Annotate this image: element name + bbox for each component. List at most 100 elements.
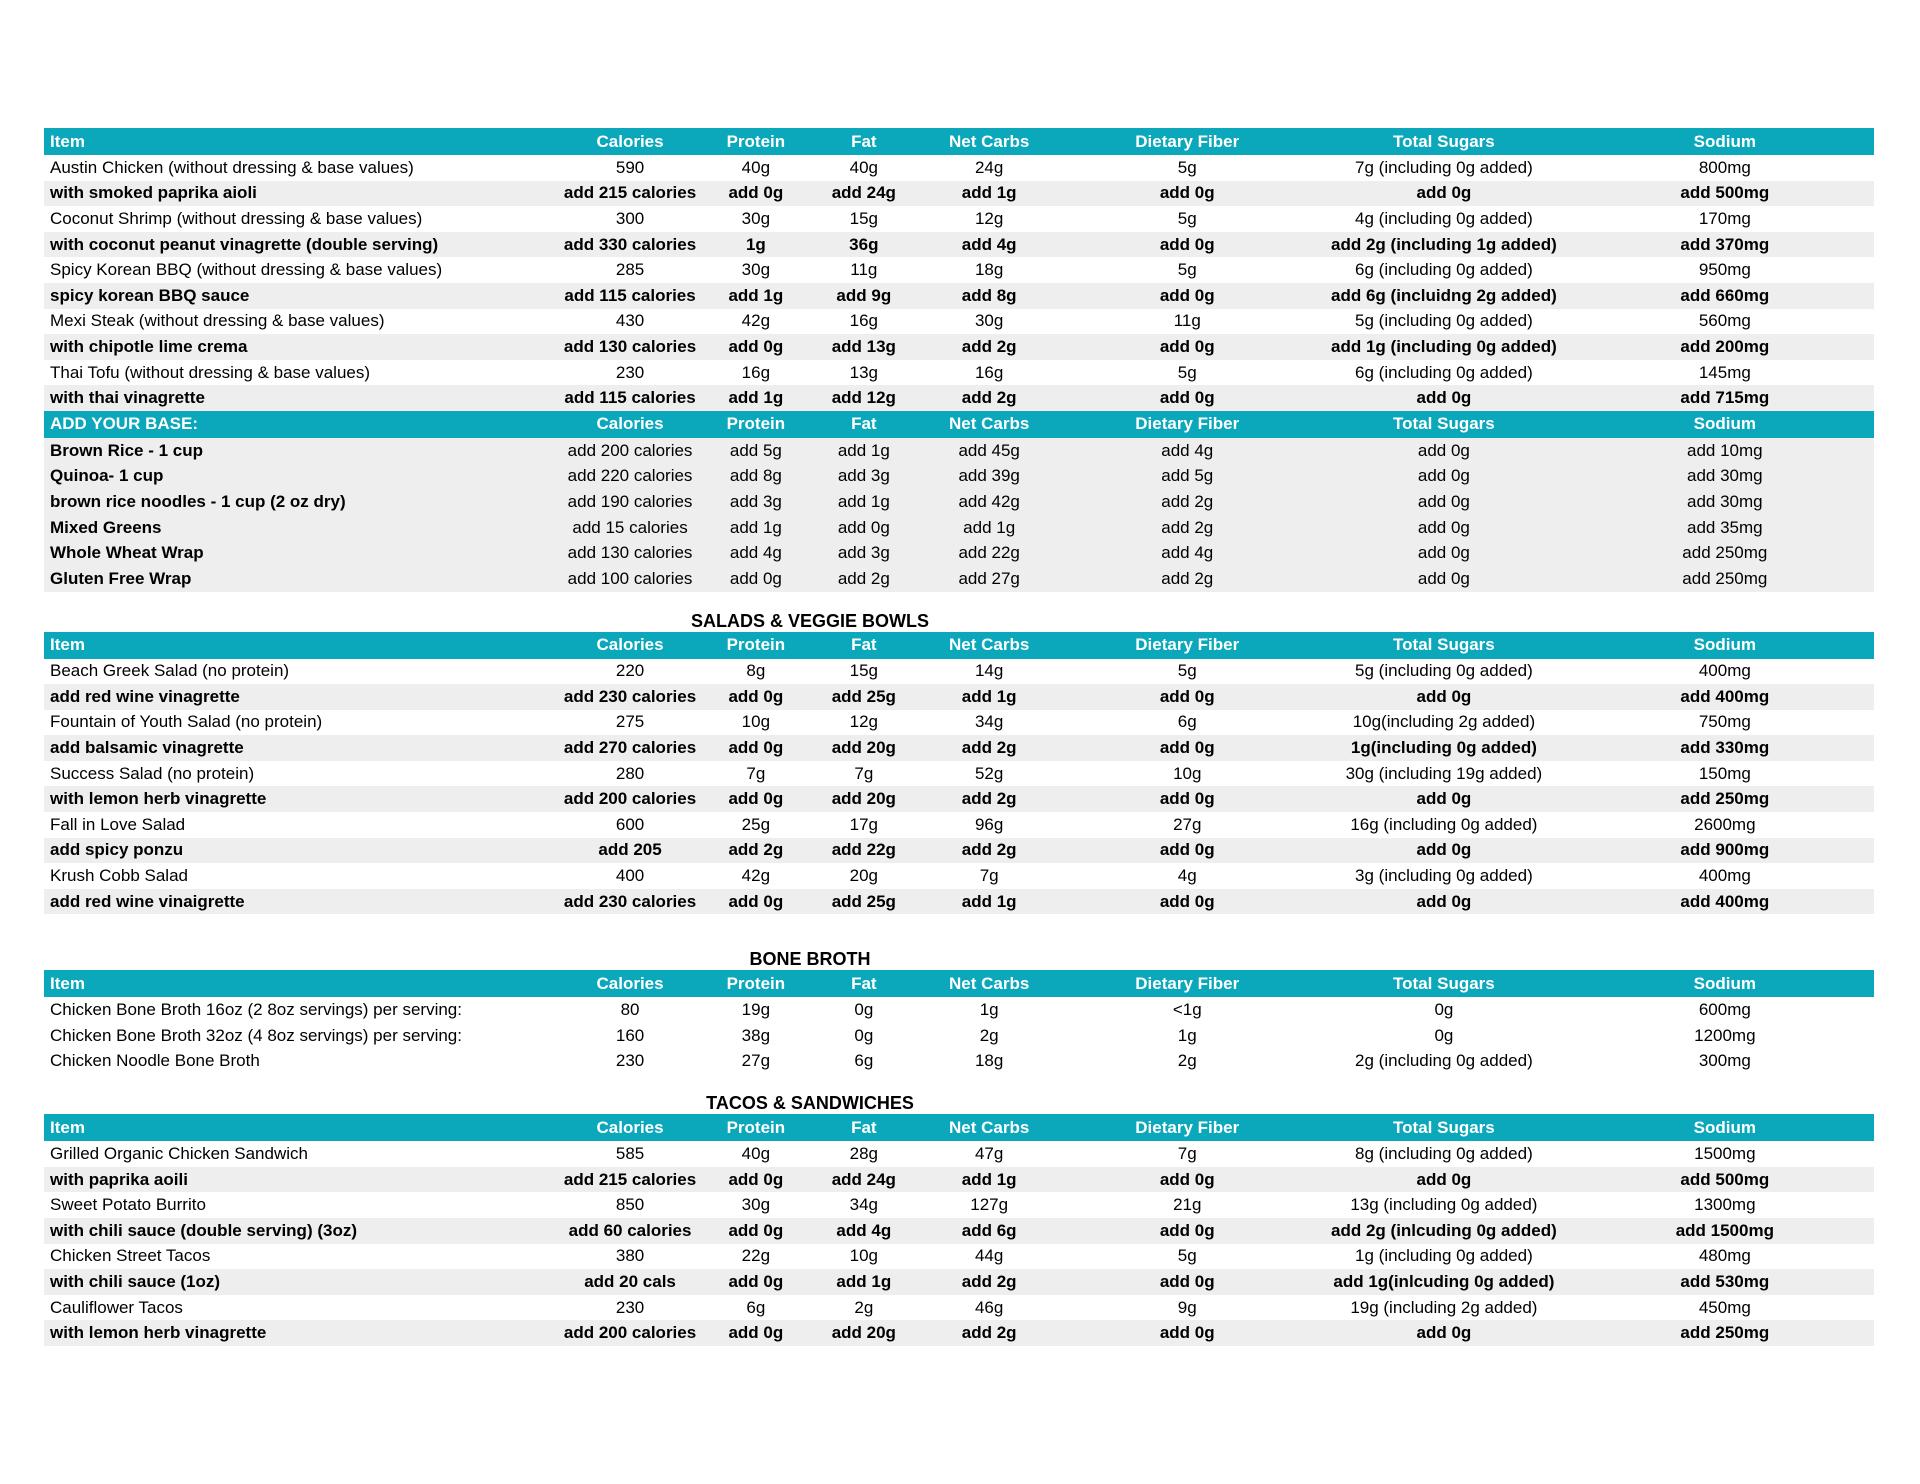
cell-calories: add 270 calories <box>560 735 701 761</box>
section-tacos-sandwiches: TACOS & SANDWICHES Item Calories Protein Fa… <box>44 1092 1874 1346</box>
cell-sodium: add 500mg <box>1575 1166 1874 1193</box>
cell-protein: add 3g <box>700 489 812 515</box>
cell-protein: 1g <box>700 231 812 258</box>
column-header-net-carbs: Net Carbs <box>915 410 1063 438</box>
column-header-item: Item <box>44 128 561 155</box>
cell-calories: add 205 <box>560 837 701 864</box>
cell-fat: 15g <box>849 661 878 681</box>
cell-item: with lemon herb vinagrette <box>44 786 561 813</box>
table-row: add red wine vinaigrette add 230 calories… <box>44 888 1874 915</box>
cell-calories: 160 <box>615 1025 645 1045</box>
cell-fat: add 12g <box>811 385 916 411</box>
cell-protein: add 0g <box>700 786 812 813</box>
cell-calories: 230 <box>615 1051 645 1071</box>
cell-fat: 2g <box>854 1297 874 1317</box>
column-header-dietary-fiber: Dietary Fiber <box>1062 970 1313 998</box>
table-row: with thai vinagrette add 115 calories add … <box>44 385 1874 411</box>
cell-net-carbs: add 1g <box>915 684 1063 710</box>
cell-dietary-fiber: 7g <box>1177 1144 1197 1164</box>
cell-net-carbs: 96g <box>974 814 1004 834</box>
cell-fat: 7g <box>854 763 874 783</box>
cell-sodium: 800mg <box>1698 157 1751 177</box>
cell-protein: add 4g <box>700 540 812 566</box>
cell-protein: add 5g <box>700 437 812 464</box>
cell-dietary-fiber: add 0g <box>1062 786 1313 813</box>
cell-item: Chicken Bone Broth 16oz (2 8oz servings)… <box>50 1000 462 1020</box>
cell-net-carbs: 34g <box>974 712 1004 732</box>
cell-item: Gluten Free Wrap <box>44 565 561 592</box>
cell-item: Thai Tofu (without dressing & base value… <box>50 362 371 382</box>
cell-sodium: add 660mg <box>1575 282 1874 309</box>
cell-net-carbs: add 2g <box>915 334 1063 360</box>
cell-sodium: 480mg <box>1698 1246 1751 1266</box>
cell-item: Chicken Street Tacos <box>50 1246 211 1266</box>
cell-protein: add 0g <box>700 1218 812 1244</box>
table-row: Grilled Organic Chicken Sandwich 585 40g 28… <box>44 1141 1874 1167</box>
header-row: Item Calories Protein Fat Net Carbs Dietary F… <box>44 1114 1874 1142</box>
header-row: Item Calories Protein Fat Net Carbs Dietary F… <box>44 970 1874 998</box>
cell-net-carbs: add 39g <box>915 463 1063 490</box>
cell-calories: add 200 calories <box>560 437 701 464</box>
cell-protein: 42g <box>741 311 771 331</box>
cell-sodium: 2600mg <box>1694 814 1756 834</box>
cell-sodium: add 1500mg <box>1575 1218 1874 1244</box>
cell-protein: 8g <box>746 661 766 681</box>
cell-dietary-fiber: add 0g <box>1062 684 1313 710</box>
cell-protein: 30g <box>741 1195 771 1215</box>
cell-calories: add 60 calories <box>560 1218 701 1244</box>
cell-item: Fountain of Youth Salad (no protein) <box>50 712 323 732</box>
cell-total-sugars: add 0g <box>1312 180 1576 207</box>
cell-item: Grilled Organic Chicken Sandwich <box>50 1144 308 1164</box>
entrees-table: Item Calories Protein Fat Net Carbs Dietary F… <box>44 128 1874 411</box>
table-row: Cauliflower Tacos 230 6g 2g 46g 9g 19g (includ… <box>44 1295 1874 1321</box>
cell-calories: 600 <box>615 814 645 834</box>
cell-fat: 28g <box>849 1144 878 1164</box>
cell-sodium: 145mg <box>1698 362 1751 382</box>
cell-dietary-fiber: 2g <box>1177 1051 1197 1071</box>
cell-protein: 30g <box>741 260 771 280</box>
cell-item: add spicy ponzu <box>44 837 561 864</box>
column-header-fat: Fat <box>811 128 916 155</box>
cell-dietary-fiber: <1g <box>1172 1000 1202 1020</box>
cell-fat: add 1g <box>811 437 916 464</box>
cell-dietary-fiber: add 0g <box>1062 1166 1313 1193</box>
cell-fat: 40g <box>849 157 878 177</box>
cell-dietary-fiber: add 4g <box>1062 437 1313 464</box>
column-header-net-carbs: Net Carbs <box>915 631 1063 659</box>
cell-net-carbs: add 8g <box>915 282 1063 309</box>
cell-item: Chicken Noodle Bone Broth <box>50 1051 260 1071</box>
cell-fat: add 20g <box>811 1320 916 1346</box>
table-row: Mexi Steak (without dressing & base valu… <box>44 309 1874 335</box>
cell-sodium: add 530mg <box>1575 1269 1874 1295</box>
cell-total-sugars: 19g (including 2g added) <box>1350 1297 1538 1317</box>
cell-calories: add 215 calories <box>560 180 701 207</box>
cell-item: with paprika aoili <box>44 1166 561 1193</box>
cell-fat: add 20g <box>811 735 916 761</box>
cell-net-carbs: add 42g <box>915 489 1063 515</box>
cell-net-carbs: add 2g <box>915 1269 1063 1295</box>
cell-sodium: add 250mg <box>1575 565 1874 592</box>
cell-total-sugars: 13g (including 0g added) <box>1350 1195 1538 1215</box>
cell-fat: 36g <box>811 231 916 258</box>
cell-fat: add 2g <box>811 565 916 592</box>
table-row: with lemon herb vinagrette add 200 calori… <box>44 786 1874 813</box>
cell-calories: 80 <box>620 1000 640 1020</box>
cell-fat: add 9g <box>811 282 916 309</box>
cell-item: with smoked paprika aioli <box>44 180 561 207</box>
salads-table: Item Calories Protein Fat Net Carbs Dietary F… <box>44 631 1874 915</box>
cell-dietary-fiber: add 0g <box>1062 231 1313 258</box>
cell-net-carbs: add 22g <box>915 540 1063 566</box>
table-row: Fall in Love Salad 600 25g 17g 96g 27g 16g (in… <box>44 812 1874 838</box>
cell-fat: 15g <box>849 208 878 228</box>
cell-net-carbs: add 1g <box>915 180 1063 207</box>
column-header-add-your-base: ADD YOUR BASE: <box>44 410 561 438</box>
column-header-item: Item <box>44 631 561 659</box>
cell-total-sugars: add 6g (incluidng 2g added) <box>1312 282 1576 309</box>
cell-total-sugars: 2g (including 0g added) <box>1355 1051 1533 1071</box>
cell-fat: 34g <box>849 1195 878 1215</box>
cell-net-carbs: add 6g <box>915 1218 1063 1244</box>
cell-fat: add 1g <box>811 1269 916 1295</box>
cell-net-carbs: 127g <box>970 1195 1009 1215</box>
cell-item: Krush Cobb Salad <box>50 866 188 886</box>
cell-protein: add 0g <box>700 888 812 915</box>
